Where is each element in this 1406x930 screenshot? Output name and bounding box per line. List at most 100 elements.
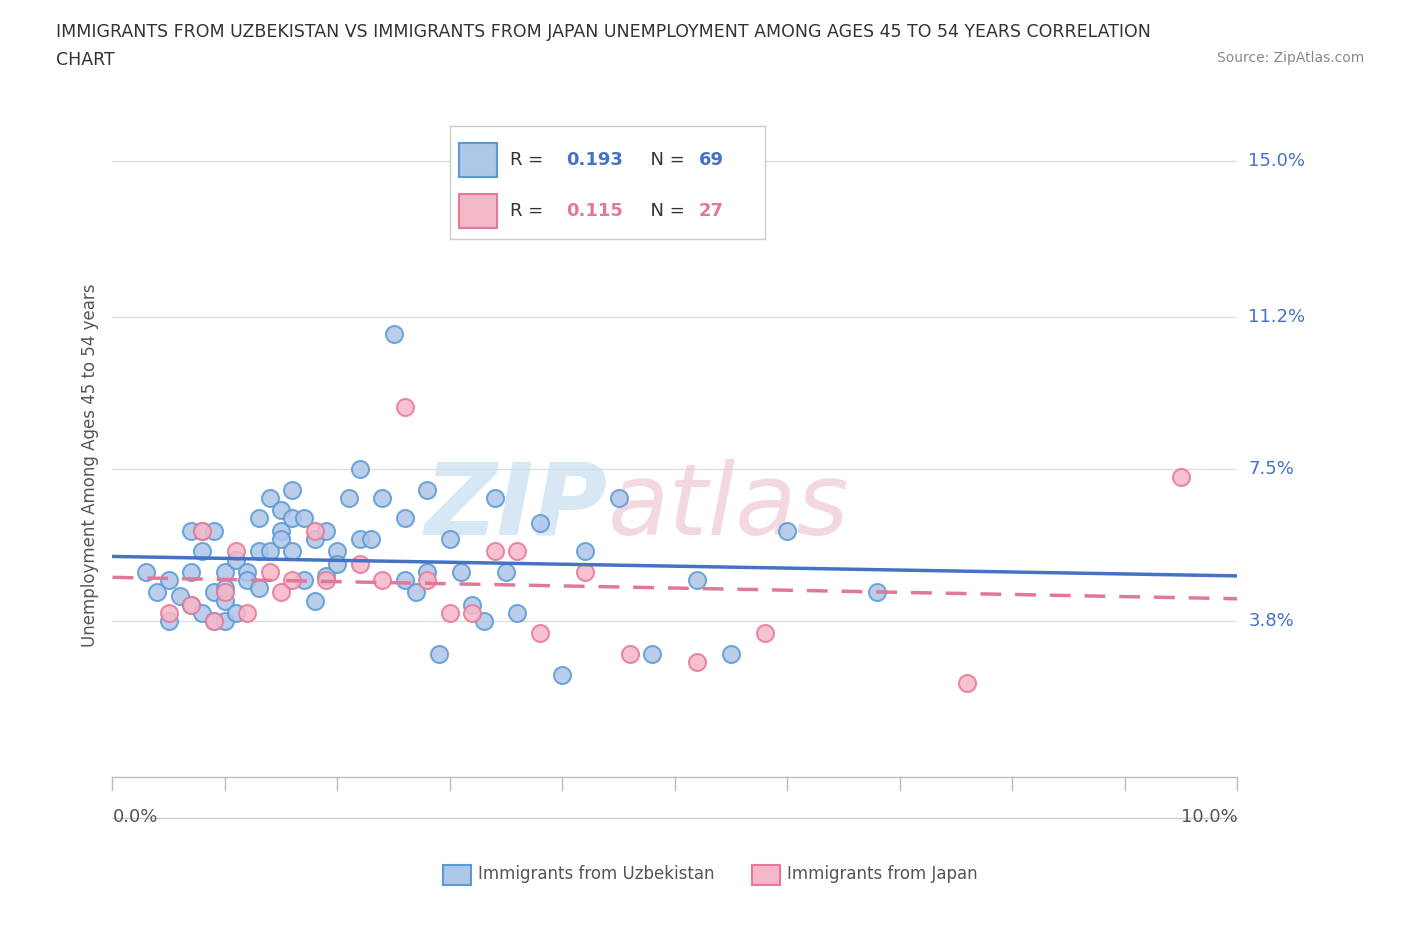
Point xyxy=(349,532,371,547)
Point xyxy=(247,581,270,596)
Point xyxy=(574,544,596,559)
Point xyxy=(180,524,202,538)
Point xyxy=(337,490,360,505)
Point xyxy=(607,490,630,505)
Point xyxy=(169,589,191,604)
Point xyxy=(405,585,427,600)
Point xyxy=(202,614,225,629)
Point xyxy=(281,483,304,498)
Point xyxy=(461,605,484,620)
Point xyxy=(427,646,450,661)
Point xyxy=(326,556,349,571)
Point xyxy=(529,515,551,530)
Point xyxy=(270,524,292,538)
Point xyxy=(191,524,214,538)
Point xyxy=(225,552,247,567)
Point xyxy=(270,503,292,518)
Text: 0.0%: 0.0% xyxy=(112,808,157,826)
Point xyxy=(270,532,292,547)
Point xyxy=(259,565,281,579)
Point xyxy=(202,614,225,629)
Point xyxy=(349,556,371,571)
Point xyxy=(349,461,371,476)
Point xyxy=(304,524,326,538)
Point xyxy=(686,573,709,588)
Point xyxy=(371,573,394,588)
Text: ZIP: ZIP xyxy=(425,458,607,556)
Point xyxy=(450,565,472,579)
Point xyxy=(281,511,304,525)
Point xyxy=(484,544,506,559)
Text: 11.2%: 11.2% xyxy=(1249,308,1306,326)
Point xyxy=(315,524,337,538)
Text: IMMIGRANTS FROM UZBEKISTAN VS IMMIGRANTS FROM JAPAN UNEMPLOYMENT AMONG AGES 45 T: IMMIGRANTS FROM UZBEKISTAN VS IMMIGRANTS… xyxy=(56,23,1152,41)
Point xyxy=(326,544,349,559)
Point xyxy=(135,565,157,579)
Point xyxy=(754,626,776,641)
Point xyxy=(315,573,337,588)
Point xyxy=(416,565,439,579)
Point xyxy=(281,573,304,588)
Point xyxy=(180,565,202,579)
Point xyxy=(439,605,461,620)
Point xyxy=(259,544,281,559)
Point xyxy=(292,511,315,525)
Point xyxy=(1170,470,1192,485)
Point xyxy=(157,614,180,629)
Point xyxy=(574,565,596,579)
Point xyxy=(157,605,180,620)
Point xyxy=(247,544,270,559)
Point xyxy=(157,573,180,588)
Point xyxy=(214,614,236,629)
Point xyxy=(416,573,439,588)
Point xyxy=(191,544,214,559)
Point xyxy=(259,490,281,505)
Point xyxy=(236,573,259,588)
Point xyxy=(292,573,315,588)
Point xyxy=(214,565,236,579)
Point xyxy=(529,626,551,641)
Point xyxy=(304,532,326,547)
Point xyxy=(146,585,169,600)
Point xyxy=(315,568,337,583)
Point xyxy=(439,532,461,547)
Text: CHART: CHART xyxy=(56,51,115,69)
Point xyxy=(956,675,979,690)
Point xyxy=(506,544,529,559)
Point xyxy=(461,597,484,612)
Point xyxy=(551,667,574,682)
Point xyxy=(270,585,292,600)
Point xyxy=(506,605,529,620)
Point xyxy=(495,565,517,579)
Point xyxy=(472,614,495,629)
Point xyxy=(225,605,247,620)
Point xyxy=(191,524,214,538)
Point xyxy=(371,490,394,505)
Y-axis label: Unemployment Among Ages 45 to 54 years: Unemployment Among Ages 45 to 54 years xyxy=(80,284,98,646)
Point xyxy=(225,544,247,559)
Point xyxy=(180,597,202,612)
Point xyxy=(281,544,304,559)
Point xyxy=(191,605,214,620)
Point xyxy=(236,565,259,579)
Text: 3.8%: 3.8% xyxy=(1249,612,1294,631)
Point xyxy=(214,585,236,600)
Text: 10.0%: 10.0% xyxy=(1181,808,1237,826)
Point xyxy=(394,400,416,415)
Point xyxy=(382,326,405,341)
Point xyxy=(236,605,259,620)
Point xyxy=(360,532,382,547)
Point xyxy=(202,585,225,600)
Point xyxy=(180,597,202,612)
Point xyxy=(394,511,416,525)
Point xyxy=(416,483,439,498)
Point xyxy=(394,573,416,588)
Point xyxy=(641,646,664,661)
Text: 15.0%: 15.0% xyxy=(1249,152,1305,170)
Text: Immigrants from Japan: Immigrants from Japan xyxy=(787,865,979,884)
Point xyxy=(304,593,326,608)
Point xyxy=(866,585,889,600)
Point xyxy=(484,490,506,505)
Text: 7.5%: 7.5% xyxy=(1249,460,1295,478)
Point xyxy=(214,581,236,596)
